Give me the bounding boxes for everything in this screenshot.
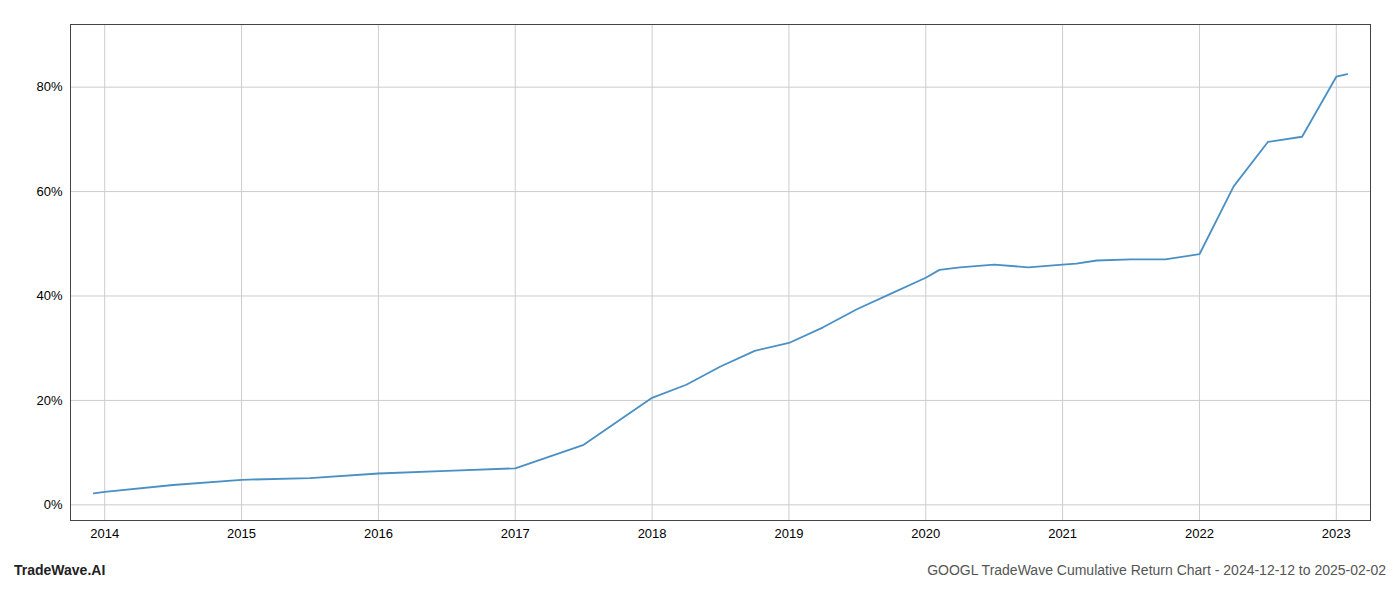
html-text:GOOGL TradeWave Cumulative Ret: GOOGL TradeWave Cumulative Return Chart … [927, 562, 1386, 578]
svg-text:2018: 2018 [638, 526, 667, 541]
svg-text:2023: 2023 [1322, 526, 1351, 541]
svg-text:0%: 0% [44, 497, 63, 512]
svg-text:60%: 60% [36, 184, 62, 199]
html-text:TradeWave.AI: TradeWave.AI [14, 562, 106, 578]
svg-text:40%: 40% [36, 288, 62, 303]
svg-text:2020: 2020 [911, 526, 940, 541]
svg-text:2022: 2022 [1185, 526, 1214, 541]
svg-text:2017: 2017 [501, 526, 530, 541]
svg-text:2015: 2015 [227, 526, 256, 541]
svg-text:2014: 2014 [90, 526, 119, 541]
svg-text:2021: 2021 [1048, 526, 1077, 541]
svg-text:2016: 2016 [364, 526, 393, 541]
svg-text:80%: 80% [36, 79, 62, 94]
svg-text:20%: 20% [36, 393, 62, 408]
svg-text:2019: 2019 [774, 526, 803, 541]
